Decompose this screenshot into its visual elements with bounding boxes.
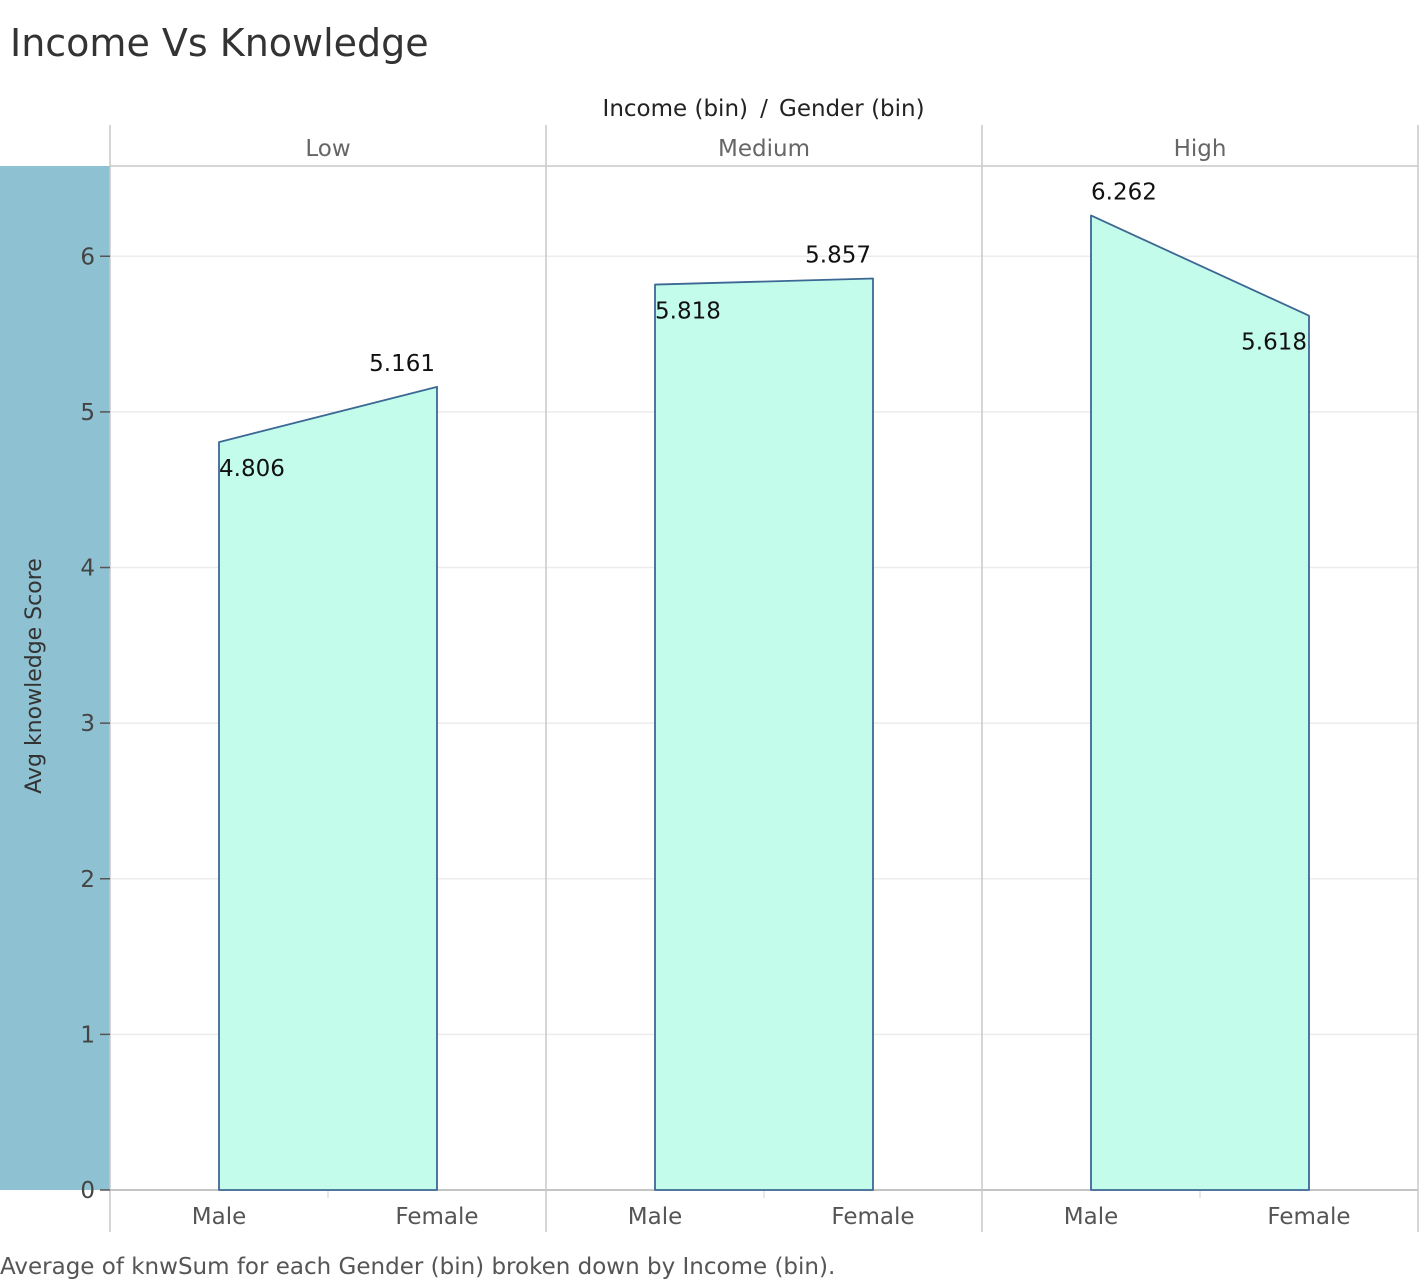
area-mark-high <box>1090 214 1310 1191</box>
y-tick-label: 3 <box>80 711 95 737</box>
pane-header-low: Low <box>305 136 350 162</box>
area-marks <box>218 214 1310 1191</box>
chart-caption: Average of knwSum for each Gender (bin) … <box>0 1254 835 1280</box>
value-label-high-male: 6.262 <box>1091 179 1157 205</box>
y-tick-label: 2 <box>80 867 95 893</box>
y-axis-band <box>0 166 110 1190</box>
value-labels: 4.806 5.161 5.818 5.857 6.262 5.618 <box>219 179 1307 482</box>
chart-title: Income Vs Knowledge <box>10 21 429 65</box>
x-category-label-female: Female <box>831 1204 914 1230</box>
column-header-income: Income (bin) <box>603 96 748 122</box>
y-tick-label: 5 <box>80 400 95 426</box>
x-axis-category-labels: Male Female Male Female Male Female <box>192 1204 1351 1230</box>
y-tick-label: 1 <box>80 1022 95 1048</box>
value-label-low-female: 5.161 <box>369 351 435 377</box>
pane-header-medium: Medium <box>718 136 810 162</box>
x-category-label-male: Male <box>1064 1204 1118 1230</box>
x-category-label-female: Female <box>1267 1204 1350 1230</box>
area-mark-low <box>218 385 438 1191</box>
value-label-high-female: 5.618 <box>1241 330 1307 356</box>
value-label-medium-male: 5.818 <box>655 299 721 325</box>
value-label-low-male: 4.806 <box>219 456 285 482</box>
pane-header-high: High <box>1174 136 1227 162</box>
y-axis-ticks: 0 1 2 3 4 5 6 <box>80 244 110 1204</box>
x-category-label-female: Female <box>395 1204 478 1230</box>
column-header-separator: / <box>760 96 768 122</box>
y-tick-label: 0 <box>80 1178 95 1204</box>
x-category-label-male: Male <box>192 1204 246 1230</box>
y-tick-label: 4 <box>80 556 95 582</box>
y-axis-label: Avg knowledge Score <box>22 558 47 794</box>
value-label-medium-female: 5.857 <box>805 243 871 269</box>
column-header-gender: Gender (bin) <box>779 96 925 122</box>
pane-headers: Low Medium High <box>305 136 1226 162</box>
x-category-label-male: Male <box>628 1204 682 1230</box>
area-mark-medium <box>654 277 874 1191</box>
y-tick-label: 6 <box>80 244 95 270</box>
